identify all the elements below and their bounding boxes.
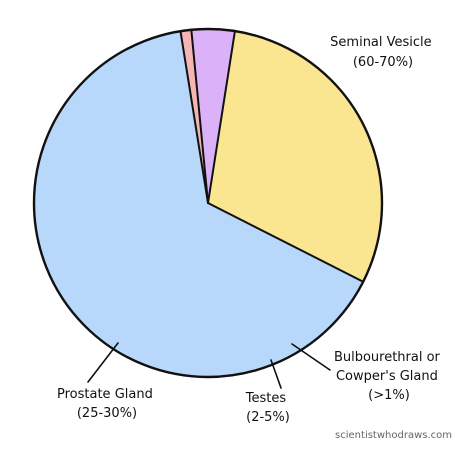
credit-text: scientistwhodraws.com bbox=[335, 430, 452, 441]
slice-divider-line bbox=[190, 28, 209, 204]
slice-label-prostate-gland: Prostate Gland (25-30%) bbox=[57, 387, 157, 421]
pie-slice-testes bbox=[191, 29, 235, 204]
pie-slice-prostate-gland bbox=[208, 31, 382, 282]
label-leaders bbox=[87, 342, 331, 389]
leader-line-testes bbox=[270, 359, 282, 389]
pie-slices bbox=[33, 29, 382, 377]
leader-line-prostate bbox=[87, 342, 119, 383]
pie-outline bbox=[32, 27, 384, 379]
pie-spokes bbox=[179, 28, 365, 283]
slice-label-seminal-vesicle: Seminal Vesicle (60-70%) bbox=[330, 35, 436, 70]
slice-label-bulbourethral-gland: Bulbourethral or Cowper's Gland (>1%) bbox=[334, 350, 444, 403]
slice-divider-line bbox=[207, 30, 236, 204]
slice-divider-line bbox=[207, 202, 365, 283]
pie-slice-seminal-vesicle bbox=[33, 31, 364, 377]
slice-label-testes: Testes (2-5%) bbox=[245, 391, 291, 425]
leader-line-bulbourethral bbox=[291, 343, 331, 371]
slice-divider-line bbox=[179, 30, 209, 204]
